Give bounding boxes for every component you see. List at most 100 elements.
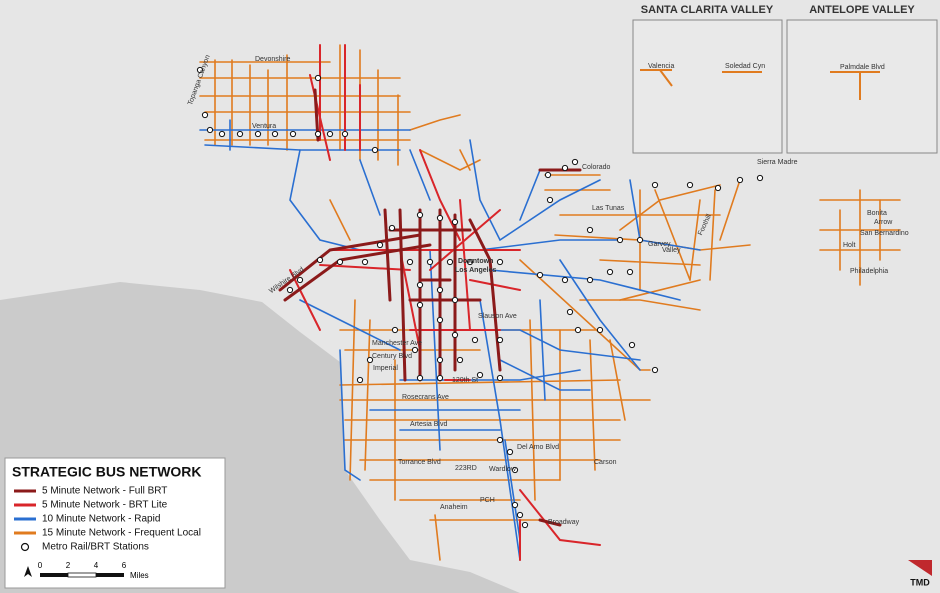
legend-station (20, 542, 30, 552)
route-rapid (639, 239, 701, 251)
inset-title: SANTA CLARITA VALLEY (641, 4, 774, 16)
street-label: Valley (662, 247, 681, 254)
route-rapid (429, 249, 441, 451)
station (356, 376, 364, 384)
route-rapid (519, 169, 541, 221)
street-label: Slauson Ave (478, 313, 517, 320)
route-rapid (539, 299, 546, 401)
street-label: Manchester Ave (372, 340, 422, 347)
route-rapid (339, 349, 361, 481)
station (416, 301, 424, 309)
station (218, 130, 226, 138)
route-frequent-local (609, 339, 626, 421)
station (626, 268, 634, 276)
station (586, 226, 594, 234)
station (496, 436, 504, 444)
inset-label: Palmdale Blvd (840, 64, 885, 71)
inset-route (830, 71, 880, 100)
station (511, 466, 519, 474)
logo: TMD (910, 577, 930, 587)
station (286, 286, 294, 294)
route-full-brt (398, 208, 407, 382)
station (456, 356, 464, 364)
route-full-brt (383, 208, 392, 302)
route-frequent-local (364, 319, 371, 471)
station (314, 130, 322, 138)
route-rapid (299, 299, 401, 351)
route-brt-lite (519, 489, 601, 546)
street-label: 120th St (452, 377, 478, 384)
station (436, 316, 444, 324)
station (254, 130, 262, 138)
route-full-brt (278, 233, 422, 292)
station (236, 130, 244, 138)
route-frequent-local (349, 299, 356, 481)
street-label: Garvey (648, 241, 671, 248)
station (636, 236, 644, 244)
inset-route (640, 69, 762, 87)
route-frequent-local (589, 339, 596, 471)
station (388, 224, 396, 232)
route-brt-lite (319, 264, 411, 271)
station (544, 171, 552, 179)
street-label: Sierra Madre (757, 159, 798, 166)
route-brt-lite (459, 199, 471, 331)
station (561, 276, 569, 284)
logo-mark (908, 560, 932, 576)
route-frequent-local (654, 189, 691, 281)
scale-segment (96, 573, 124, 577)
station (271, 130, 279, 138)
station (511, 501, 519, 509)
station (714, 184, 722, 192)
scale-tick: 2 (66, 561, 71, 570)
inset-frame (632, 19, 783, 154)
station (546, 196, 554, 204)
street-label: Imperial (373, 365, 398, 372)
route-brt-lite (309, 74, 331, 161)
station (206, 126, 214, 134)
street-label: Rosecrans Ave (402, 394, 449, 401)
station (289, 130, 297, 138)
routes (199, 44, 901, 561)
street-label: Bonita (867, 210, 887, 217)
route-rapid (469, 139, 601, 242)
station (326, 130, 334, 138)
station (521, 521, 529, 529)
station (574, 326, 582, 334)
route-brt-lite (419, 149, 461, 241)
station (686, 181, 694, 189)
street-label: Torrance Blvd (398, 459, 441, 466)
route-frequent-local (339, 379, 621, 386)
station (471, 336, 479, 344)
route-brt-lite (469, 279, 521, 291)
station (371, 146, 379, 154)
street-label: Philadelphia (850, 268, 888, 275)
street-label: Arrow (874, 219, 893, 226)
station (756, 174, 764, 182)
station (651, 181, 659, 189)
route-rapid (489, 269, 681, 301)
street-label: Holt (843, 242, 856, 249)
station (376, 241, 384, 249)
inset-label: Valencia (648, 63, 674, 70)
station (416, 281, 424, 289)
station (566, 308, 574, 316)
station (416, 211, 424, 219)
street-label: Carson (594, 459, 617, 466)
street-label: Century Blvd (372, 353, 412, 360)
route-frequent-local (459, 149, 471, 171)
scale-segment (40, 573, 68, 577)
station (296, 276, 304, 284)
route-rapid (479, 299, 521, 561)
street-label: Artesia Blvd (410, 421, 447, 428)
legend-item: 10 Minute Network - Rapid (42, 514, 160, 525)
route-frequent-local (689, 199, 701, 281)
route-frequent-local (529, 319, 536, 501)
scale-tick: 0 (38, 561, 43, 570)
station (201, 111, 209, 119)
street-label: San Bernardino (860, 230, 909, 237)
route-frequent-local (409, 114, 461, 131)
street-label: Wardlow (489, 466, 517, 473)
station (586, 276, 594, 284)
